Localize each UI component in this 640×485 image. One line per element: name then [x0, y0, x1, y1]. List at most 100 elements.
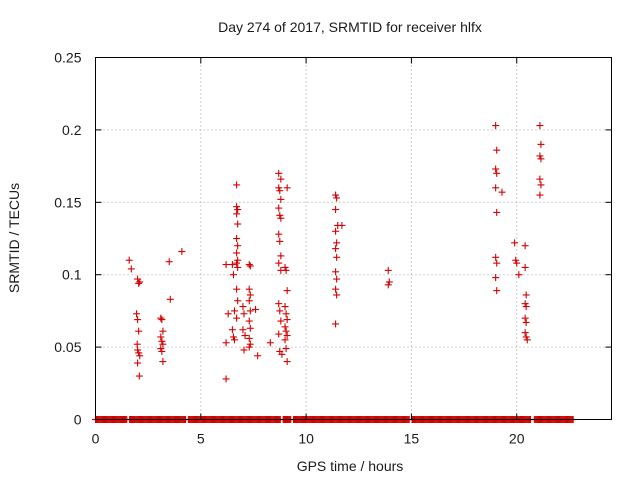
data-point — [277, 252, 285, 260]
data-point — [266, 339, 274, 347]
data-point — [229, 333, 237, 341]
data-point — [234, 220, 242, 228]
x-axis-label: GPS time / hours — [297, 458, 404, 474]
data-point — [332, 206, 340, 214]
data-point — [282, 266, 290, 274]
data-point — [511, 239, 519, 247]
data-point — [222, 375, 230, 383]
data-point — [275, 230, 283, 238]
data-point — [537, 155, 545, 163]
data-point — [135, 349, 143, 357]
data-point — [276, 211, 284, 219]
data-point — [498, 188, 506, 196]
data-point — [277, 214, 285, 222]
data-point — [515, 271, 523, 279]
data-point — [136, 352, 144, 360]
data-point — [492, 184, 500, 192]
data-point — [245, 261, 253, 269]
data-point — [338, 221, 346, 229]
data-point — [240, 310, 248, 318]
data-point — [245, 343, 253, 351]
chart-title: Day 274 of 2017, SRMTID for receiver hlf… — [218, 19, 482, 35]
data-point — [246, 291, 254, 299]
x-tick-label: 20 — [509, 431, 525, 447]
data-point — [254, 352, 262, 360]
y-tick-label: 0.15 — [54, 194, 81, 210]
axis-ticks — [95, 57, 612, 420]
data-point — [275, 330, 283, 338]
data-point — [245, 334, 253, 342]
data-point — [283, 332, 291, 340]
data-point — [240, 346, 248, 354]
data-point — [135, 279, 143, 287]
data-point — [384, 266, 392, 274]
data-point — [283, 316, 291, 324]
data-point — [493, 208, 501, 216]
data-point — [178, 248, 186, 256]
data-point — [234, 256, 242, 264]
y-tick-label: 0.2 — [62, 122, 82, 138]
y-tick-label: 0.25 — [54, 50, 81, 66]
data-point — [252, 305, 260, 313]
data-point — [277, 175, 285, 183]
y-tick-labels: 0 0.05 0.1 0.15 0.2 0.25 — [54, 50, 81, 428]
data-point — [228, 326, 236, 334]
data-point — [159, 358, 167, 366]
x-tick-label: 15 — [404, 431, 420, 447]
data-point — [282, 327, 290, 335]
data-point — [127, 265, 135, 273]
data-point — [246, 324, 254, 332]
data-point — [157, 314, 165, 322]
data-point — [245, 297, 253, 305]
y-tick-label: 0 — [74, 412, 82, 428]
data-point — [537, 140, 545, 148]
data-point — [281, 263, 289, 271]
data-point — [332, 191, 340, 199]
data-point — [233, 203, 241, 211]
data-point — [333, 253, 341, 261]
data-point — [523, 336, 531, 344]
data-point — [275, 259, 283, 267]
data-point — [275, 204, 283, 212]
data-point — [159, 340, 167, 348]
data-point — [234, 297, 242, 305]
data-point — [522, 303, 530, 311]
data-point — [492, 253, 500, 261]
data-point — [246, 340, 254, 348]
data-point — [332, 227, 340, 235]
data-point — [277, 195, 285, 203]
data-point — [281, 323, 289, 331]
data-point — [492, 122, 500, 130]
data-point — [332, 268, 340, 276]
data-point — [333, 275, 341, 283]
data-point — [493, 146, 501, 154]
data-point — [157, 345, 165, 353]
y-tick-label: 0.05 — [54, 339, 81, 355]
data-point — [245, 317, 253, 325]
data-point — [493, 169, 501, 177]
data-point — [276, 187, 284, 195]
data-point — [229, 271, 237, 279]
x-tick-labels: 0 5 10 15 20 — [92, 431, 525, 447]
data-point — [283, 358, 291, 366]
data-point — [233, 249, 241, 257]
data-point — [537, 181, 545, 189]
data-point — [233, 235, 241, 242]
data-point — [158, 337, 166, 345]
data-point — [492, 165, 500, 173]
data-point — [492, 274, 500, 282]
data-point — [283, 184, 291, 192]
data-point — [241, 332, 249, 340]
data-point — [522, 318, 530, 326]
data-point — [536, 175, 544, 183]
data-point — [276, 307, 284, 315]
data-point — [231, 336, 239, 344]
data-point — [224, 310, 232, 318]
data-point — [222, 339, 230, 347]
data-point — [231, 307, 239, 315]
data-point — [222, 261, 230, 269]
data-point — [536, 122, 544, 130]
data-point — [493, 259, 501, 267]
